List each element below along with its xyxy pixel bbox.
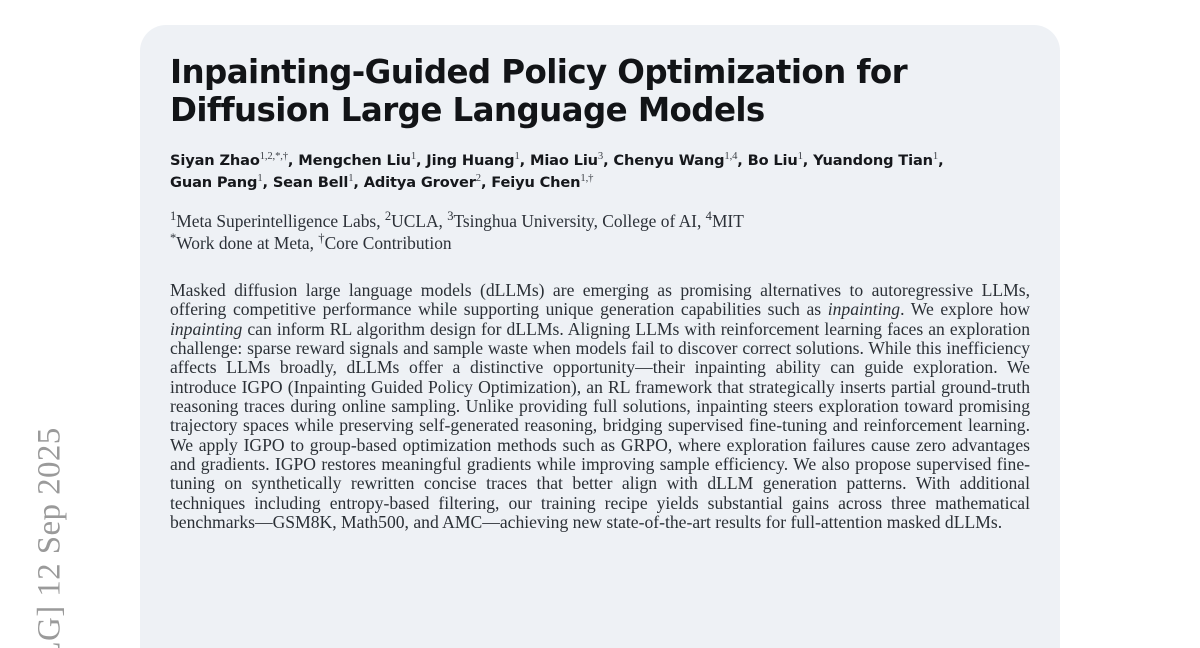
abstract-text: Masked diffusion large language models (… — [170, 280, 1030, 533]
affiliation-note-line: *Work done at Meta, †Core Contribution — [170, 231, 452, 253]
author-list: Siyan Zhao1,2,*,†, Mengchen Liu1, Jing H… — [170, 150, 1030, 194]
author-line-2: Guan Pang1, Sean Bell1, Aditya Grover2, … — [170, 173, 594, 191]
affiliation-block: 1Meta Superintelligence Labs, 2UCLA, 3Ts… — [170, 210, 1030, 254]
arxiv-stamp: cs.LG] 12 Sep 2025 — [0, 0, 80, 648]
affiliation-line-1: 1Meta Superintelligence Labs, 2UCLA, 3Ts… — [170, 209, 744, 231]
page-title: Inpainting-Guided Policy Optimization fo… — [170, 53, 908, 129]
paper-content: Inpainting-Guided Policy Optimization fo… — [140, 25, 1060, 532]
arxiv-stamp-text: cs.LG] 12 Sep 2025 — [31, 427, 68, 648]
author-line-1: Siyan Zhao1,2,*,†, Mengchen Liu1, Jing H… — [170, 151, 944, 169]
paper-card: Inpainting-Guided Policy Optimization fo… — [140, 25, 1060, 648]
